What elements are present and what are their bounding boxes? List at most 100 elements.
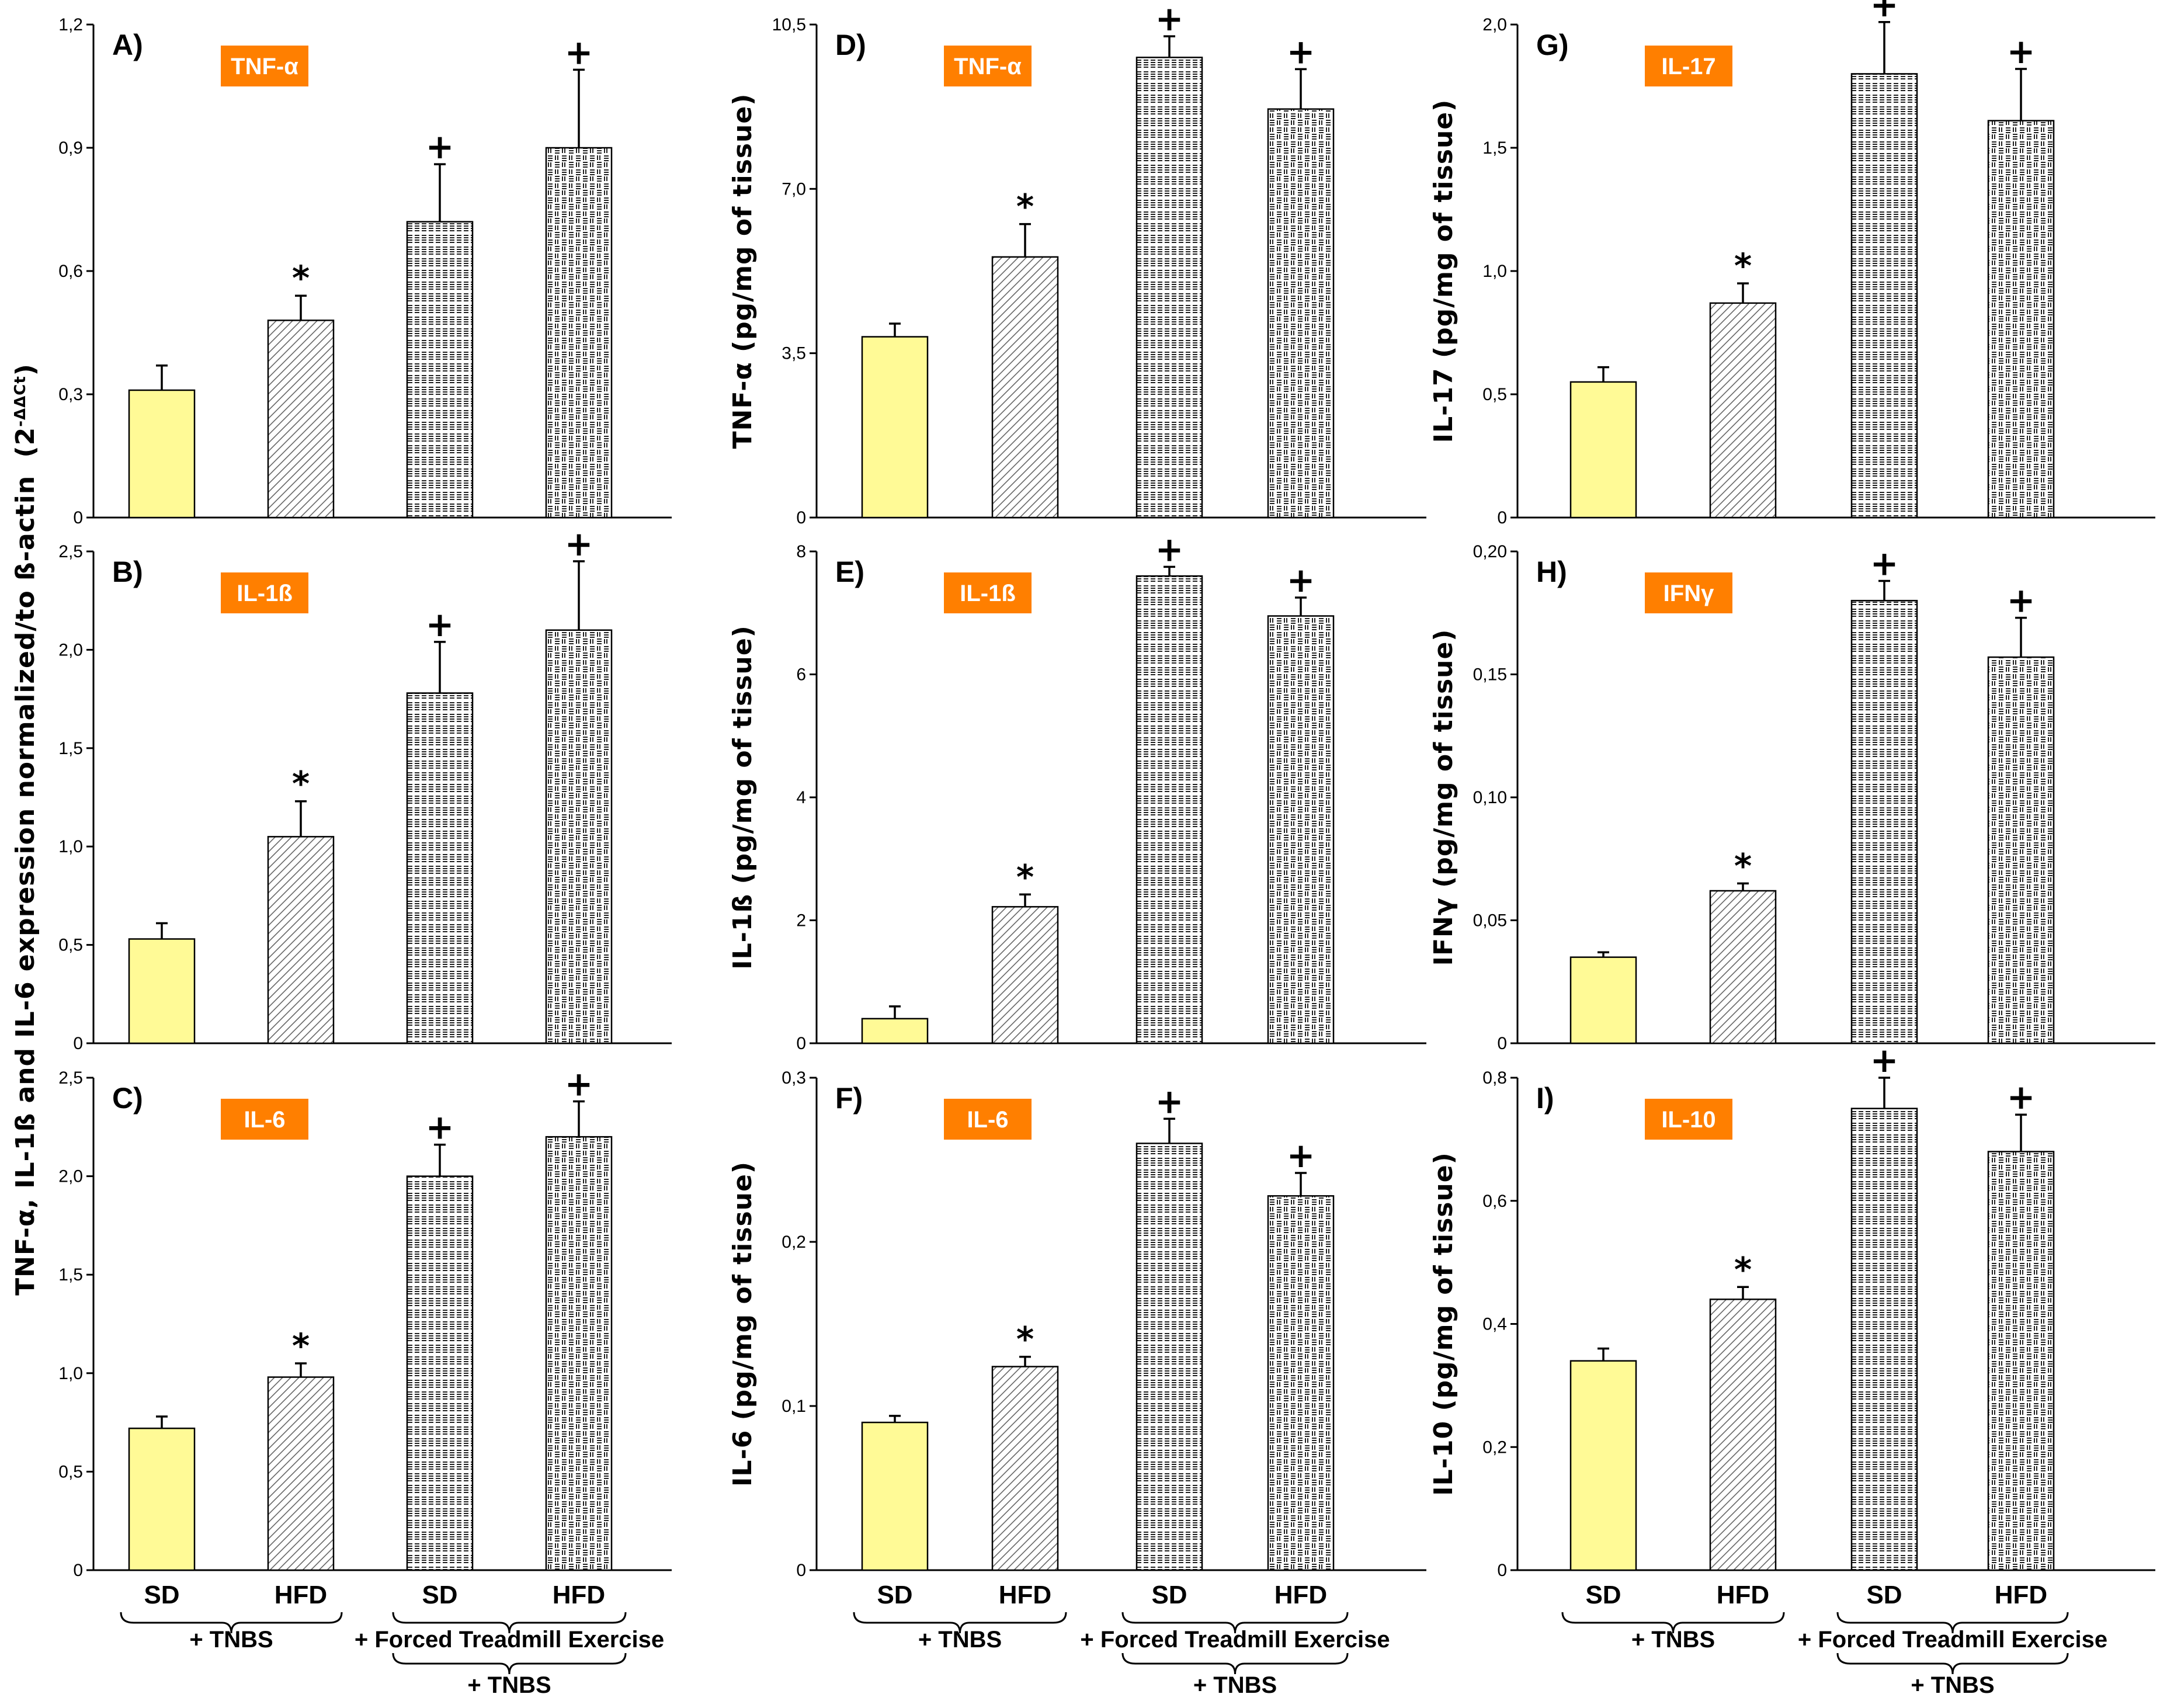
y-tick-label: 1,0 bbox=[58, 1364, 83, 1383]
y-tick-label: 1,5 bbox=[1482, 138, 1507, 158]
badge-background bbox=[1645, 1099, 1732, 1140]
significance-plus: + bbox=[2007, 581, 2036, 620]
y-tick-label: 0,3 bbox=[58, 385, 83, 404]
y-tick-label: 3,5 bbox=[782, 344, 806, 363]
panel-label: G) bbox=[1536, 29, 1569, 61]
significance-star: * bbox=[1734, 846, 1752, 886]
panel-D: 0 3,5 7,0 10,5 * + + D) TNF-α TNF-α (pg/mg of tis… bbox=[728, 0, 1426, 527]
significance-plus: + bbox=[565, 1064, 593, 1103]
y-axis-label: TNF-α (pg/mg of tissue) bbox=[728, 93, 758, 449]
significance-plus: + bbox=[1870, 544, 1899, 584]
y-tick-label: 2 bbox=[796, 911, 806, 931]
y-tick-label: 0,4 bbox=[1482, 1315, 1507, 1334]
group-label-exercise: + Forced Treadmill Exercise bbox=[355, 1627, 664, 1653]
bar bbox=[406, 692, 474, 1044]
category-label: HFD bbox=[275, 1581, 327, 1609]
y-tick-label: 0,5 bbox=[58, 1462, 83, 1481]
category-label: HFD bbox=[999, 1581, 1051, 1609]
significance-plus: + bbox=[1870, 1040, 1899, 1080]
bar bbox=[128, 938, 196, 1044]
significance-star: * bbox=[292, 258, 310, 298]
y-tick-label: 0,20 bbox=[1473, 542, 1507, 561]
y-tick-label: 8 bbox=[796, 542, 806, 561]
y-tick-label: 0,05 bbox=[1473, 911, 1507, 931]
badge-label: IL-1ß bbox=[960, 581, 1016, 606]
bar bbox=[861, 1018, 929, 1044]
badge-background bbox=[1645, 46, 1732, 86]
brace-tnbs bbox=[120, 1612, 343, 1634]
panel-label: H) bbox=[1536, 556, 1567, 588]
y-tick-label: 0 bbox=[796, 1034, 806, 1053]
y-tick-label: 6 bbox=[796, 665, 806, 685]
y-tick-label: 4 bbox=[796, 788, 806, 807]
category-label: SD bbox=[877, 1581, 912, 1609]
cytokine-badge: IL-17 bbox=[1645, 46, 1732, 86]
y-tick-label: 0,8 bbox=[1482, 1068, 1507, 1088]
bar bbox=[1709, 1299, 1777, 1571]
bar bbox=[1135, 575, 1203, 1044]
y-tick-label: 0 bbox=[73, 508, 83, 527]
significance-plus: + bbox=[2007, 1077, 2036, 1117]
bar bbox=[1267, 615, 1335, 1044]
y-tick-label: 0 bbox=[1497, 508, 1507, 527]
significance-plus: + bbox=[1155, 1081, 1184, 1121]
y-tick-label: 1,2 bbox=[58, 15, 83, 34]
group-labels-col-1: SD HFD SD HFD+ TNBS + Forced Treadmill Exerc… bbox=[120, 1581, 664, 1698]
y-tick-label: 0,5 bbox=[58, 936, 83, 955]
bar bbox=[1850, 73, 1918, 519]
bar bbox=[991, 906, 1059, 1044]
cytokine-badge: IL-1ß bbox=[944, 572, 1032, 613]
significance-star: * bbox=[292, 764, 310, 804]
y-tick-label: 0,6 bbox=[58, 262, 83, 281]
panel-label: E) bbox=[835, 556, 864, 588]
y-axis-label: IL-17 (pg/mg of tissue) bbox=[1429, 99, 1458, 443]
bar bbox=[861, 336, 929, 519]
bar bbox=[128, 1427, 196, 1571]
bar bbox=[545, 629, 613, 1044]
bar bbox=[406, 221, 474, 519]
y-tick-label: 1,5 bbox=[58, 1265, 83, 1285]
y-axis-label: IL-10 (pg/mg of tissue) bbox=[1429, 1152, 1458, 1496]
badge-background bbox=[944, 1099, 1032, 1140]
y-axis-label: IL-6 (pg/mg of tissue) bbox=[728, 1161, 758, 1487]
col1-y-axis-label: TNF-α, IL-1ß and IL-6 expression normali… bbox=[11, 363, 40, 1296]
cytokine-badge: IL-6 bbox=[944, 1099, 1032, 1140]
badge-label: TNF-α bbox=[954, 54, 1022, 79]
badge-background bbox=[1645, 572, 1732, 613]
bar bbox=[991, 1366, 1059, 1571]
panel-label: C) bbox=[112, 1082, 143, 1115]
y-tick-label: 0,1 bbox=[782, 1397, 806, 1416]
y-tick-label: 0 bbox=[796, 1561, 806, 1580]
group-label-tnbs: + TNBS bbox=[189, 1627, 273, 1653]
y-axis-label: IFNγ (pg/mg of tissue) bbox=[1429, 629, 1458, 966]
bar bbox=[1709, 890, 1777, 1044]
brace-exercise-tnbs bbox=[1121, 1653, 1349, 1675]
significance-star: * bbox=[1016, 857, 1034, 897]
cytokine-badge: IL-1ß bbox=[221, 572, 308, 613]
panel-G: 0 0,5 1,0 1,5 2,0 * + + G) IL-17 IL-17 (pg/mg of t… bbox=[1429, 0, 2155, 527]
group-label-exercise-tnbs: + TNBS bbox=[467, 1672, 551, 1698]
bar bbox=[1987, 1151, 2055, 1571]
category-label: HFD bbox=[1717, 1581, 1769, 1609]
panel-H: 0 0,05 0,10 0,15 0,20 * + + H) IFNγ IFNγ (pg/mg of… bbox=[1429, 542, 2155, 1053]
bar bbox=[1850, 599, 1918, 1044]
significance-plus: + bbox=[1287, 32, 1315, 71]
panel-label: I) bbox=[1536, 1082, 1554, 1115]
panel-label: D) bbox=[835, 29, 866, 61]
y-tick-label: 0,5 bbox=[1482, 385, 1507, 404]
cytokine-badge: IL-10 bbox=[1645, 1099, 1732, 1140]
cytokine-badge: TNF-α bbox=[944, 46, 1032, 86]
y-tick-label: 0 bbox=[1497, 1034, 1507, 1053]
brace-tnbs bbox=[853, 1612, 1067, 1634]
bar bbox=[1709, 302, 1777, 519]
bar bbox=[1267, 1195, 1335, 1571]
bar bbox=[267, 1376, 335, 1571]
bar bbox=[1987, 120, 2055, 519]
group-label-exercise: + Forced Treadmill Exercise bbox=[1798, 1627, 2107, 1653]
group-label-tnbs: + TNBS bbox=[1631, 1627, 1715, 1653]
y-tick-label: 2,5 bbox=[58, 1068, 83, 1088]
badge-background bbox=[944, 46, 1032, 86]
bar bbox=[1135, 1143, 1203, 1571]
panel-A: 0 0,3 0,6 0,9 1,2 * + + A) TNF-α bbox=[58, 15, 672, 527]
